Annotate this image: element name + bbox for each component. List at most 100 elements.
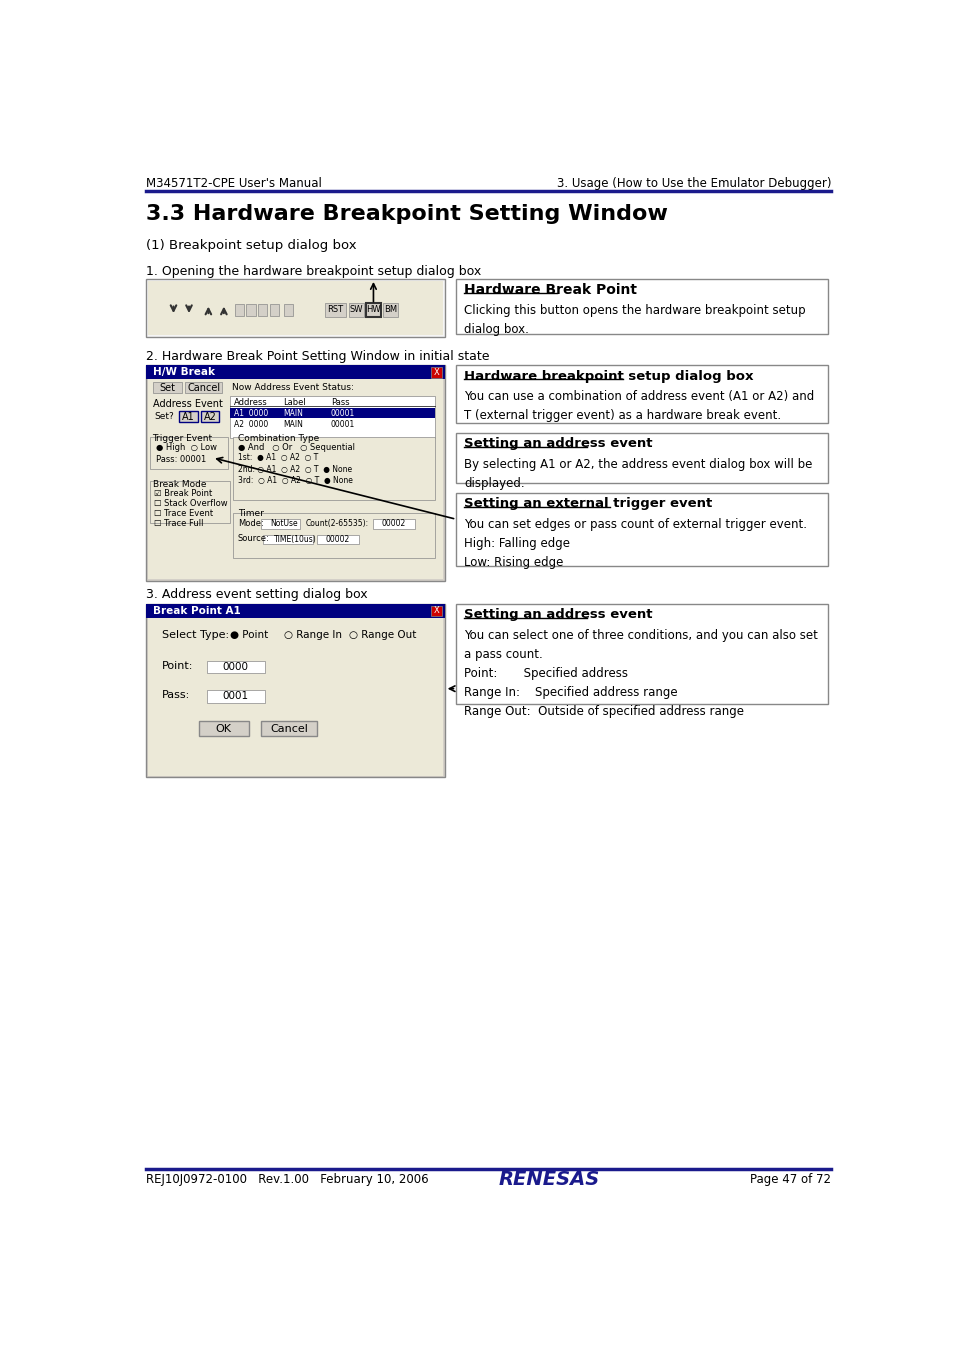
FancyBboxPatch shape [148, 606, 443, 776]
FancyBboxPatch shape [179, 412, 197, 423]
Text: X: X [433, 606, 438, 616]
FancyBboxPatch shape [456, 279, 827, 335]
Text: Select Type:: Select Type: [162, 630, 229, 640]
Text: ● And   ○ Or   ○ Sequential: ● And ○ Or ○ Sequential [237, 443, 355, 452]
Text: 3. Address event setting dialog box: 3. Address event setting dialog box [146, 589, 368, 601]
Text: (1) Breakpoint setup dialog box: (1) Breakpoint setup dialog box [146, 239, 356, 251]
Text: By selecting A1 or A2, the address event dialog box will be
displayed.: By selecting A1 or A2, the address event… [464, 458, 812, 490]
FancyBboxPatch shape [456, 603, 827, 705]
Text: A2: A2 [203, 412, 216, 421]
FancyBboxPatch shape [150, 481, 230, 524]
Text: MAIN: MAIN [282, 420, 302, 429]
Text: Timer: Timer [237, 509, 263, 517]
FancyBboxPatch shape [257, 304, 267, 316]
FancyBboxPatch shape [185, 382, 222, 393]
FancyBboxPatch shape [456, 433, 827, 483]
FancyBboxPatch shape [230, 396, 435, 439]
Text: 3. Usage (How to Use the Emulator Debugger): 3. Usage (How to Use the Emulator Debugg… [557, 177, 831, 190]
Text: Setting an external trigger event: Setting an external trigger event [464, 497, 712, 510]
Text: Break Mode: Break Mode [152, 481, 206, 489]
Text: 00002: 00002 [381, 520, 405, 528]
Text: Point:: Point: [162, 660, 193, 671]
FancyBboxPatch shape [234, 304, 244, 316]
FancyBboxPatch shape [150, 437, 228, 470]
Text: TIME(10us): TIME(10us) [274, 535, 316, 544]
Text: MAIN: MAIN [282, 409, 302, 417]
FancyBboxPatch shape [146, 603, 444, 618]
Text: Break Point A1: Break Point A1 [152, 606, 240, 616]
Text: Mode:: Mode: [237, 518, 263, 528]
Text: Hardware Break Point: Hardware Break Point [464, 282, 637, 297]
Text: HW: HW [366, 305, 380, 313]
Text: RST: RST [327, 305, 343, 313]
Text: Hardware breakpoint setup dialog box: Hardware breakpoint setup dialog box [464, 370, 753, 382]
Text: Setting an address event: Setting an address event [464, 609, 652, 621]
Text: 3.3 Hardware Breakpoint Setting Window: 3.3 Hardware Breakpoint Setting Window [146, 204, 667, 224]
Text: 1st:  ● A1  ○ A2  ○ T: 1st: ● A1 ○ A2 ○ T [237, 454, 317, 462]
FancyBboxPatch shape [382, 302, 397, 317]
FancyBboxPatch shape [324, 302, 346, 317]
Text: Source:: Source: [237, 535, 270, 543]
Text: NotUse: NotUse [270, 520, 297, 528]
FancyBboxPatch shape [262, 535, 313, 544]
FancyBboxPatch shape [207, 690, 265, 702]
FancyBboxPatch shape [146, 366, 444, 580]
FancyBboxPatch shape [233, 437, 435, 500]
Text: H/W Break: H/W Break [152, 367, 214, 377]
Text: Pass: Pass [331, 398, 349, 406]
Text: Page 47 of 72: Page 47 of 72 [750, 1173, 831, 1187]
Text: A1  0000: A1 0000 [233, 409, 268, 417]
Text: Clicking this button opens the hardware breakpoint setup
dialog box.: Clicking this button opens the hardware … [464, 304, 805, 336]
Text: ○ Range Out: ○ Range Out [349, 630, 416, 640]
FancyBboxPatch shape [152, 382, 182, 393]
Text: ● High  ○ Low: ● High ○ Low [155, 443, 216, 452]
Text: Cancel: Cancel [270, 724, 308, 733]
Text: Now Address Event Status:: Now Address Event Status: [232, 383, 354, 392]
Text: Count(2-65535):: Count(2-65535): [305, 518, 368, 528]
FancyBboxPatch shape [146, 279, 444, 336]
FancyBboxPatch shape [456, 366, 827, 423]
Text: 00001: 00001 [331, 420, 355, 429]
FancyBboxPatch shape [431, 367, 441, 378]
Text: Label: Label [282, 398, 305, 406]
FancyBboxPatch shape [373, 520, 415, 528]
Text: ☐ Trace Full: ☐ Trace Full [154, 520, 203, 528]
Text: You can set edges or pass count of external trigger event.
High: Falling edge
Lo: You can set edges or pass count of exter… [464, 518, 806, 568]
FancyBboxPatch shape [207, 662, 265, 674]
FancyBboxPatch shape [283, 304, 293, 316]
Text: X: X [433, 367, 438, 377]
FancyBboxPatch shape [270, 304, 278, 316]
FancyBboxPatch shape [365, 302, 381, 317]
Text: Pass: 00001: Pass: 00001 [155, 455, 206, 463]
FancyBboxPatch shape [456, 493, 827, 566]
Text: ● Point: ● Point [230, 630, 268, 640]
FancyBboxPatch shape [146, 603, 444, 778]
Text: Pass:: Pass: [162, 690, 190, 699]
FancyBboxPatch shape [200, 412, 219, 423]
Text: Cancel: Cancel [187, 382, 220, 393]
Text: RENESAS: RENESAS [498, 1170, 599, 1189]
FancyBboxPatch shape [261, 721, 316, 736]
FancyBboxPatch shape [230, 409, 435, 418]
Text: Set?: Set? [154, 412, 173, 421]
FancyBboxPatch shape [348, 302, 364, 317]
Text: 2nd: ○ A1  ○ A2  ○ T  ● None: 2nd: ○ A1 ○ A2 ○ T ● None [237, 464, 352, 474]
Text: M34571T2-CPE User's Manual: M34571T2-CPE User's Manual [146, 177, 322, 190]
Text: 00001: 00001 [331, 409, 355, 417]
Text: Address: Address [233, 398, 268, 406]
Text: ○ Range In: ○ Range In [284, 630, 342, 640]
Text: 0000: 0000 [222, 662, 248, 672]
FancyBboxPatch shape [233, 513, 435, 558]
Text: SW: SW [350, 305, 363, 313]
FancyBboxPatch shape [199, 721, 249, 736]
FancyBboxPatch shape [148, 367, 443, 579]
Text: You can use a combination of address event (A1 or A2) and
T (external trigger ev: You can use a combination of address eve… [464, 390, 814, 423]
Text: A2  0000: A2 0000 [233, 420, 268, 429]
Text: Setting an address event: Setting an address event [464, 437, 652, 451]
Text: REJ10J0972-0100   Rev.1.00   February 10, 2006: REJ10J0972-0100 Rev.1.00 February 10, 20… [146, 1173, 429, 1187]
FancyBboxPatch shape [146, 366, 444, 379]
Text: 0001: 0001 [222, 691, 249, 702]
Text: A1: A1 [182, 412, 194, 421]
Text: ☐ Trace Event: ☐ Trace Event [154, 509, 213, 518]
Text: OK: OK [215, 724, 232, 733]
